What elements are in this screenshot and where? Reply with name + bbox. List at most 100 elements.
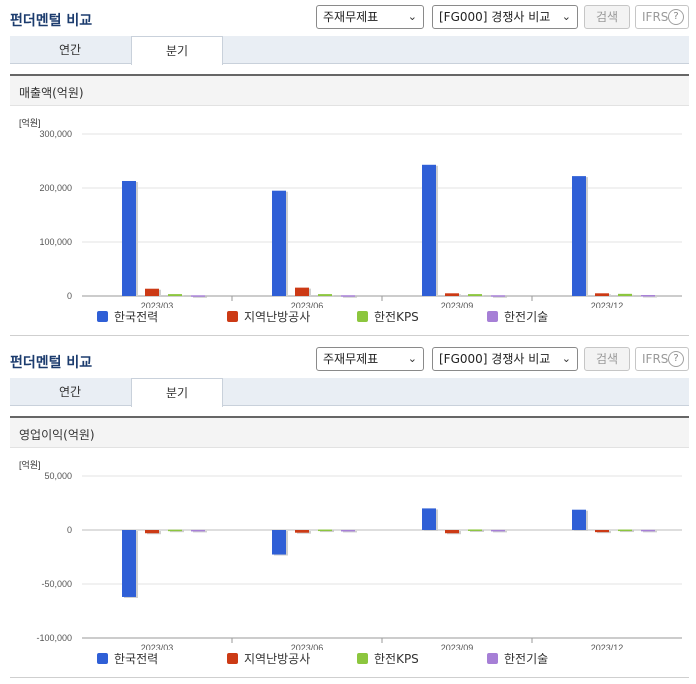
bar-shadow <box>493 296 507 298</box>
x-tick-label: 2023/12 <box>591 301 624 308</box>
bar-한전KPS-2023/06 <box>318 529 332 532</box>
tab-quarter[interactable]: 분기 <box>131 378 223 407</box>
legend-label: 한전기술 <box>504 652 549 666</box>
bar-한국전력-2023/09 <box>422 508 436 530</box>
bar-한국전력-2023/12 <box>572 509 586 530</box>
operating-profit-chart: [억원] -100,000 -50,000 0 50,000 2023/03 2023/06… <box>19 459 682 650</box>
y-tick-label: 0 <box>67 525 72 535</box>
bar-shadow <box>470 295 484 297</box>
y-unit-label: [억원] <box>19 117 41 128</box>
bar-한전기술-2023/12 <box>641 295 655 297</box>
x-tick-label: 2023/09 <box>441 643 474 650</box>
legend-label: 지역난방공사 <box>244 310 311 324</box>
legend-item[interactable]: 한전KPS <box>357 308 419 325</box>
fundamental-section-operating-profit: 펀더멘털 비교 주재무제표 ⌄ [FG000] 경쟁사 비교 ⌄ 검색 IFRS… <box>0 342 696 684</box>
ifrs-button[interactable]: IFRS ? <box>635 5 689 29</box>
bar-shadow <box>193 530 207 533</box>
x-tick-label: 2023/09 <box>441 301 474 308</box>
bar-shadow <box>643 296 657 298</box>
statement-select[interactable]: 주재무제표 ⌄ <box>316 5 424 29</box>
legend-item[interactable]: 한전기술 <box>487 308 548 325</box>
bar-shadow <box>343 296 357 298</box>
legend-item[interactable]: 한전KPS <box>357 650 419 667</box>
bar-한전기술-2023/06 <box>341 529 355 532</box>
bar-한전기술-2023/09 <box>491 295 505 297</box>
bar-지역난방공사-2023/06 <box>295 530 309 533</box>
bar-한전기술-2023/03 <box>191 295 205 297</box>
legend-label: 한전기술 <box>504 310 549 324</box>
bar-한전기술-2023/12 <box>641 529 655 532</box>
legend-swatch <box>357 311 368 322</box>
legend-label: 한국전력 <box>114 310 159 324</box>
legend-swatch <box>357 653 368 664</box>
bar-shadow <box>620 530 634 533</box>
search-button[interactable]: 검색 <box>584 5 630 29</box>
bar-지역난방공사-2023/03 <box>145 530 159 534</box>
chart-title: 영업이익(억원) <box>19 428 95 442</box>
bar-한전KPS-2023/09 <box>468 294 482 296</box>
tab-annual[interactable]: 연간 <box>58 43 82 57</box>
chart-header: 영업이익(억원) <box>10 418 689 448</box>
chart-panel-revenue: 매출액(억원) [억원] 0 100,000 200,000 300,000 2023/0… <box>10 74 689 336</box>
chart-header: 매출액(억원) <box>10 76 689 106</box>
legend-swatch <box>97 653 108 664</box>
legend-swatch <box>227 311 238 322</box>
bar-한전KPS-2023/09 <box>468 529 482 531</box>
x-tick-label: 2023/03 <box>141 301 174 308</box>
y-tick-label: -50,000 <box>41 579 72 589</box>
compare-select[interactable]: [FG000] 경쟁사 비교 ⌄ <box>432 347 578 371</box>
chart-legend: 한국전력 지역난방공사 한전KPS 한전기술 <box>10 308 689 326</box>
statement-select-value: 주재무제표 <box>323 10 379 24</box>
bar-shadow <box>320 530 334 533</box>
bar-한전KPS-2023/12 <box>618 529 632 532</box>
help-icon: ? <box>668 9 684 25</box>
bar-한전기술-2023/03 <box>191 529 205 532</box>
chevron-down-icon: ⌄ <box>407 10 417 23</box>
y-tick-label: 100,000 <box>39 237 72 247</box>
ifrs-label: IFRS <box>642 352 669 366</box>
statement-select[interactable]: 주재무제표 ⌄ <box>316 347 424 371</box>
y-unit-label: [억원] <box>19 459 41 470</box>
bar-한국전력-2023/03 <box>122 180 136 296</box>
compare-select-value: [FG000] 경쟁사 비교 <box>439 10 551 24</box>
bar-shadow <box>493 530 507 533</box>
ifrs-button[interactable]: IFRS ? <box>635 347 689 371</box>
bar-shadow <box>343 530 357 533</box>
y-tick-label: 50,000 <box>44 471 72 481</box>
bar-shadow <box>193 296 207 298</box>
legend-label: 지역난방공사 <box>244 652 311 666</box>
ifrs-label: IFRS <box>642 10 669 24</box>
tab-quarter[interactable]: 분기 <box>131 36 223 65</box>
chart-legend: 한국전력 지역난방공사 한전KPS 한전기술 <box>10 650 689 668</box>
bar-지역난방공사-2023/12 <box>595 530 609 533</box>
legend-item[interactable]: 한국전력 <box>97 650 158 667</box>
legend-item[interactable]: 지역난방공사 <box>227 308 310 325</box>
legend-swatch <box>487 311 498 322</box>
x-tick-label: 2023/03 <box>141 643 174 650</box>
compare-select-value: [FG000] 경쟁사 비교 <box>439 352 551 366</box>
bar-지역난방공사-2023/06 <box>295 287 309 296</box>
bar-한국전력-2023/09 <box>422 164 436 296</box>
bar-shadow <box>170 295 184 297</box>
bar-한국전력-2023/06 <box>272 530 286 555</box>
compare-select[interactable]: [FG000] 경쟁사 비교 ⌄ <box>432 5 578 29</box>
chevron-down-icon: ⌄ <box>561 10 571 23</box>
bar-shadow <box>170 530 184 533</box>
y-tick-label: -100,000 <box>36 633 72 643</box>
tab-annual[interactable]: 연간 <box>58 385 82 399</box>
fundamental-section-revenue: 펀더멘털 비교 주재무제표 ⌄ [FG000] 경쟁사 비교 ⌄ 검색 IFRS… <box>0 0 696 336</box>
legend-label: 한전KPS <box>374 652 419 666</box>
legend-item[interactable]: 한국전력 <box>97 308 158 325</box>
legend-swatch <box>487 653 498 664</box>
bar-shadow <box>470 530 484 532</box>
section-header: 펀더멘털 비교 주재무제표 ⌄ [FG000] 경쟁사 비교 ⌄ 검색 IFRS… <box>0 342 696 378</box>
section-title: 펀더멘털 비교 <box>10 13 93 29</box>
legend-item[interactable]: 지역난방공사 <box>227 650 310 667</box>
legend-item[interactable]: 한전기술 <box>487 650 548 667</box>
legend-label: 한국전력 <box>114 652 159 666</box>
bar-한전기술-2023/06 <box>341 295 355 297</box>
section-header: 펀더멘털 비교 주재무제표 ⌄ [FG000] 경쟁사 비교 ⌄ 검색 IFRS… <box>0 0 696 36</box>
search-button[interactable]: 검색 <box>584 347 630 371</box>
x-tick-label: 2023/06 <box>291 643 324 650</box>
period-tabs: 연간 분기 <box>10 36 689 65</box>
